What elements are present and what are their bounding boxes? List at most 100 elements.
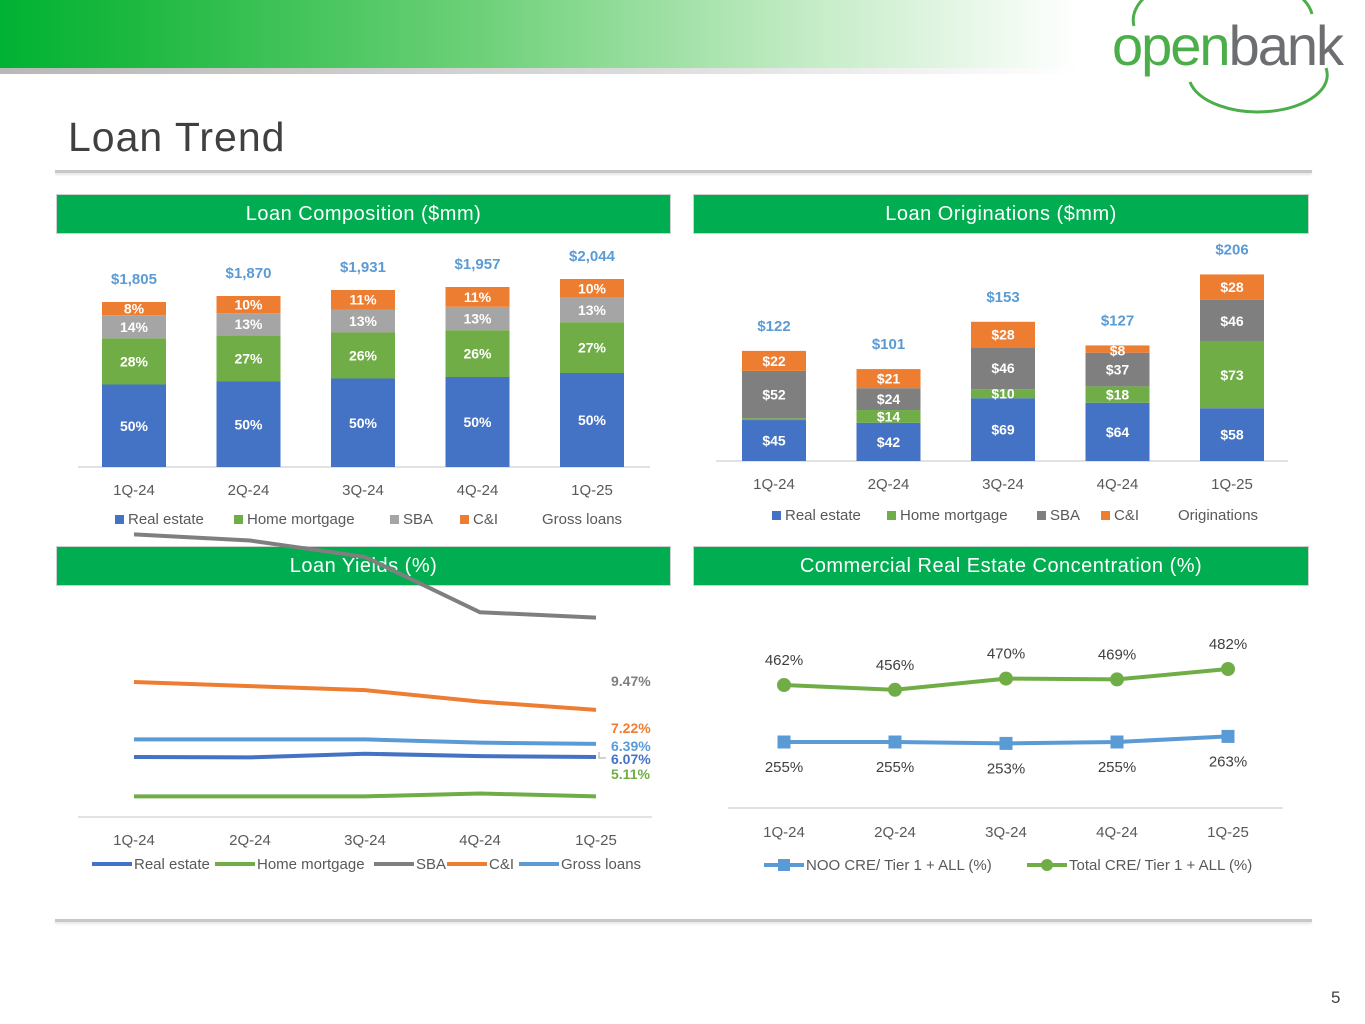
total-label: $101 bbox=[872, 336, 905, 353]
line-real-estate bbox=[133, 751, 597, 760]
x-tick-label: 1Q-24 bbox=[753, 476, 795, 493]
marker-noo-cre bbox=[1221, 729, 1235, 743]
data-label-candi: 10% bbox=[578, 280, 607, 296]
data-label-sba: $46 bbox=[1220, 313, 1244, 329]
legend-swatch-home-mortgage bbox=[234, 515, 243, 524]
bar-real-estate bbox=[971, 398, 1035, 461]
x-tick-label: 1Q-24 bbox=[113, 482, 155, 499]
x-tick-label: 1Q-25 bbox=[1207, 824, 1249, 841]
bar-home-mortgage bbox=[331, 332, 395, 379]
marker-total-cre bbox=[888, 682, 902, 697]
data-label-candi: $8 bbox=[1110, 342, 1126, 358]
total-label: $2,044 bbox=[569, 248, 616, 265]
panel-header-loan-originations: Loan Originations ($mm) bbox=[693, 194, 1309, 234]
legend-label-sba: SBA bbox=[1050, 507, 1080, 524]
legend-label-gross-loans: Gross loans bbox=[542, 511, 622, 528]
data-label-noo-cre: 255% bbox=[765, 759, 803, 776]
x-tick-label: 3Q-24 bbox=[344, 832, 386, 849]
footer-divider bbox=[55, 919, 1312, 922]
legend-label-real-estate: Real estate bbox=[134, 856, 210, 873]
bar-sba bbox=[1085, 352, 1150, 387]
bar-real-estate bbox=[216, 381, 281, 467]
legend-swatch-real-estate bbox=[115, 515, 124, 524]
legend-label-real-estate: Real estate bbox=[785, 507, 861, 524]
x-tick-label: 4Q-24 bbox=[1096, 824, 1138, 841]
bar-sba bbox=[1200, 299, 1264, 342]
logo-text-bank: bank bbox=[1228, 14, 1344, 77]
legend-label-sba: SBA bbox=[403, 511, 433, 528]
marker-noo-cre bbox=[777, 735, 791, 749]
total-label: $206 bbox=[1215, 241, 1248, 258]
legend-marker-noo-cre bbox=[778, 859, 790, 871]
end-label-home-mortgage: 5.11% bbox=[611, 766, 650, 782]
data-label-sba: $46 bbox=[991, 360, 1015, 376]
bar-candi bbox=[1085, 345, 1150, 353]
panel-header-loan-composition: Loan Composition ($mm) bbox=[56, 194, 671, 234]
end-label-real-estate: 6.07% bbox=[611, 751, 651, 767]
data-label-sba: 14% bbox=[120, 319, 149, 335]
page-number: 5 bbox=[1331, 988, 1341, 1007]
legend-label-home-mortgage: Home mortgage bbox=[900, 507, 1008, 524]
data-label-total-cre: 462% bbox=[765, 652, 803, 669]
legend-swatch-sba bbox=[1037, 511, 1046, 520]
bar-candi bbox=[102, 302, 166, 316]
logo-arc-top bbox=[1131, 0, 1314, 27]
end-label-candi: 7.22% bbox=[611, 720, 651, 736]
data-label-real-estate: 50% bbox=[578, 412, 607, 428]
data-label-candi: 10% bbox=[234, 297, 263, 313]
x-tick-label: 1Q-25 bbox=[575, 832, 617, 849]
bar-home-mortgage bbox=[102, 338, 166, 385]
data-label-real-estate: $58 bbox=[1220, 427, 1244, 443]
bar-candi bbox=[742, 350, 806, 371]
marker-noo-cre bbox=[1110, 735, 1124, 749]
total-label: $1,870 bbox=[226, 265, 272, 282]
bar-home-mortgage bbox=[1085, 386, 1150, 403]
data-label-home-mortgage: 28% bbox=[120, 353, 149, 369]
data-label-noo-cre: 255% bbox=[876, 759, 914, 776]
bar-home-mortgage bbox=[1200, 341, 1264, 409]
data-label-home-mortgage: $10 bbox=[991, 386, 1015, 402]
bar-candi bbox=[216, 296, 281, 314]
data-label-total-cre: 456% bbox=[876, 657, 914, 674]
data-label-total-cre: 470% bbox=[987, 646, 1025, 663]
end-label-sba: 9.47% bbox=[611, 673, 651, 689]
bar-real-estate bbox=[560, 373, 624, 467]
data-label-home-mortgage: 26% bbox=[463, 346, 492, 362]
marker-total-cre bbox=[1110, 672, 1124, 687]
legend-swatch-sba bbox=[390, 515, 399, 524]
header-bar-shadow bbox=[0, 68, 1080, 74]
header-gradient-bar bbox=[0, 0, 1080, 68]
x-tick-label: 1Q-25 bbox=[1211, 476, 1253, 493]
bar-candi bbox=[971, 321, 1035, 348]
data-label-sba: 13% bbox=[578, 302, 607, 318]
data-label-candi: $22 bbox=[762, 353, 786, 369]
x-tick-label: 4Q-24 bbox=[1097, 476, 1139, 493]
panel-header-loan-yields: Loan Yields (%) bbox=[56, 546, 671, 586]
legend-label-candi: C&I bbox=[473, 511, 498, 528]
data-label-candi: 11% bbox=[349, 292, 377, 308]
total-label: $127 bbox=[1101, 312, 1134, 329]
marker-noo-cre bbox=[888, 735, 902, 749]
data-label-real-estate: 50% bbox=[234, 416, 263, 432]
legend-label-home-mortgage: Home mortgage bbox=[247, 511, 355, 528]
marker-total-cre bbox=[999, 671, 1013, 686]
bar-sba bbox=[445, 306, 510, 331]
bar-sba bbox=[742, 370, 806, 419]
legend-swatch-real-estate bbox=[772, 511, 781, 520]
openbank-logo: openbank bbox=[1112, 0, 1362, 114]
x-tick-label: 1Q-25 bbox=[571, 482, 613, 499]
bar-home-mortgage bbox=[216, 335, 281, 382]
bar-real-estate bbox=[331, 378, 395, 467]
bar-real-estate bbox=[1085, 402, 1150, 461]
x-tick-label: 3Q-24 bbox=[985, 824, 1027, 841]
legend-swatch-candi bbox=[1101, 511, 1110, 520]
total-label: $122 bbox=[757, 318, 790, 335]
data-label-total-cre: 482% bbox=[1209, 636, 1247, 653]
bar-real-estate bbox=[856, 422, 921, 461]
end-label-gross-loans: 6.39% bbox=[611, 738, 651, 754]
bar-sba bbox=[560, 297, 624, 323]
data-label-home-mortgage: 27% bbox=[578, 340, 607, 356]
